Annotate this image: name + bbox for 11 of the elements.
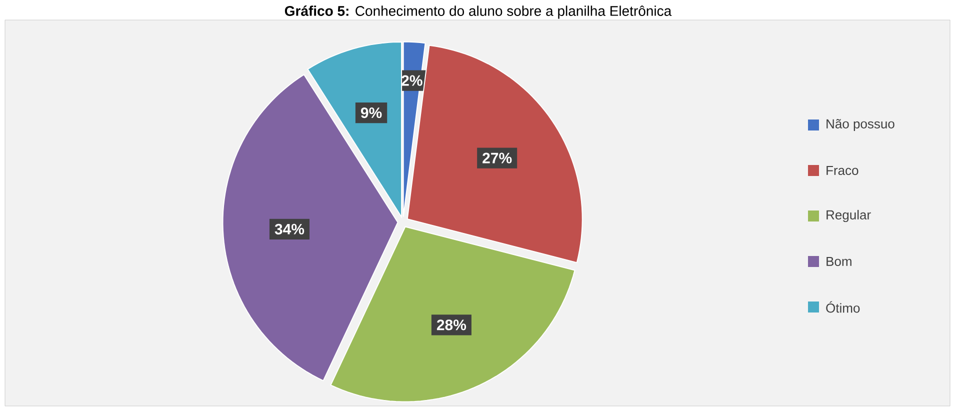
data-label: 28% xyxy=(436,320,466,330)
legend-label: Não possuo xyxy=(826,118,894,132)
legend-label: Bom xyxy=(826,256,852,266)
data-label: 2% xyxy=(402,75,422,86)
data-label: 27% xyxy=(482,152,512,164)
data-label: 9% xyxy=(360,107,382,118)
legend-label: Fraco xyxy=(826,166,858,176)
data-label: 34% xyxy=(274,224,304,234)
legend-label: Ótimo xyxy=(826,301,860,313)
chart-title: Gráfico 5: Conhecimento do aluno sobre a planilha Eletrônica xyxy=(284,6,672,19)
legend-label: Regular xyxy=(826,210,871,222)
